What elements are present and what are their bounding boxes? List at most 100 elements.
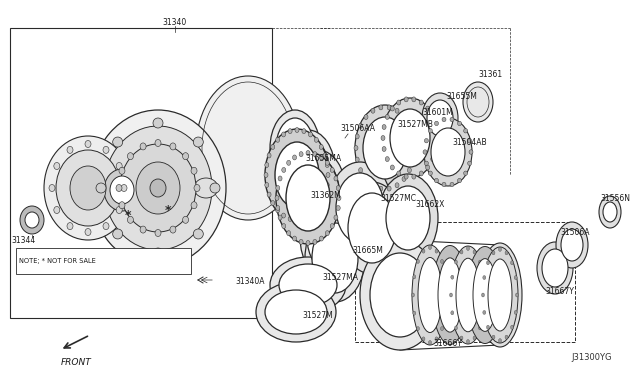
Ellipse shape (299, 239, 303, 244)
Ellipse shape (424, 118, 472, 186)
Ellipse shape (90, 110, 226, 266)
Ellipse shape (435, 121, 438, 126)
Ellipse shape (424, 161, 428, 166)
Ellipse shape (358, 168, 363, 173)
Ellipse shape (150, 179, 166, 197)
Ellipse shape (428, 129, 433, 133)
Ellipse shape (434, 147, 438, 151)
Ellipse shape (328, 162, 392, 254)
Ellipse shape (116, 206, 122, 214)
Ellipse shape (486, 261, 490, 265)
Ellipse shape (599, 196, 621, 228)
Ellipse shape (381, 135, 385, 141)
Ellipse shape (104, 126, 212, 250)
Ellipse shape (412, 174, 416, 179)
Ellipse shape (442, 117, 446, 122)
Ellipse shape (325, 183, 329, 187)
Ellipse shape (460, 250, 463, 254)
Ellipse shape (434, 125, 438, 129)
Ellipse shape (460, 336, 463, 340)
Ellipse shape (483, 293, 486, 297)
Ellipse shape (282, 213, 285, 218)
Ellipse shape (412, 245, 448, 345)
Ellipse shape (440, 259, 444, 263)
Ellipse shape (155, 140, 161, 147)
Ellipse shape (325, 160, 330, 165)
Ellipse shape (56, 150, 120, 226)
Ellipse shape (438, 258, 462, 332)
Ellipse shape (424, 138, 428, 143)
Text: 31666Y: 31666Y (433, 340, 463, 349)
Ellipse shape (428, 171, 433, 176)
Ellipse shape (336, 205, 340, 211)
Ellipse shape (265, 129, 329, 221)
Ellipse shape (486, 325, 490, 329)
Ellipse shape (431, 115, 435, 119)
Ellipse shape (402, 176, 406, 182)
Ellipse shape (267, 153, 271, 158)
Ellipse shape (286, 165, 330, 231)
Ellipse shape (511, 261, 513, 265)
Ellipse shape (463, 171, 468, 176)
Ellipse shape (429, 340, 431, 344)
Ellipse shape (378, 174, 438, 262)
Ellipse shape (265, 183, 269, 187)
Ellipse shape (411, 134, 415, 139)
Bar (355, 222, 575, 342)
Ellipse shape (467, 247, 470, 250)
Ellipse shape (483, 311, 486, 314)
Ellipse shape (278, 176, 282, 181)
Ellipse shape (422, 93, 458, 143)
Ellipse shape (282, 167, 286, 173)
Ellipse shape (348, 193, 396, 263)
Ellipse shape (473, 336, 476, 340)
Ellipse shape (256, 282, 336, 342)
Text: *: * (164, 203, 172, 217)
Ellipse shape (363, 117, 407, 179)
Ellipse shape (404, 174, 408, 179)
Ellipse shape (193, 229, 204, 239)
Text: NOTE; * NOT FOR SALE: NOTE; * NOT FOR SALE (19, 258, 96, 264)
Ellipse shape (542, 249, 568, 287)
Ellipse shape (488, 259, 512, 331)
Ellipse shape (306, 151, 310, 155)
Text: (31589): (31589) (398, 269, 422, 275)
Ellipse shape (281, 130, 335, 210)
Ellipse shape (337, 196, 341, 201)
Text: 31527MB: 31527MB (397, 119, 433, 128)
Ellipse shape (103, 222, 109, 230)
Text: 31527MC: 31527MC (380, 193, 416, 202)
Text: 31344: 31344 (12, 235, 36, 244)
Ellipse shape (382, 147, 386, 151)
Ellipse shape (478, 243, 522, 347)
Ellipse shape (319, 236, 323, 241)
Ellipse shape (264, 173, 268, 177)
Ellipse shape (492, 335, 495, 339)
Ellipse shape (382, 98, 438, 178)
Ellipse shape (292, 236, 296, 241)
Ellipse shape (467, 247, 503, 343)
Ellipse shape (456, 258, 480, 332)
Ellipse shape (325, 231, 330, 236)
Ellipse shape (387, 105, 391, 110)
Text: 31665M: 31665M (353, 246, 383, 254)
Ellipse shape (330, 167, 334, 173)
Text: 31527M: 31527M (303, 311, 333, 321)
Ellipse shape (312, 223, 358, 293)
Ellipse shape (412, 97, 416, 102)
Ellipse shape (408, 168, 412, 173)
Ellipse shape (468, 161, 472, 166)
Ellipse shape (296, 172, 354, 258)
Ellipse shape (267, 192, 271, 197)
Ellipse shape (116, 185, 122, 192)
Ellipse shape (292, 155, 296, 160)
Text: SEC. 315: SEC. 315 (398, 261, 428, 267)
Ellipse shape (287, 231, 291, 236)
Ellipse shape (413, 275, 416, 279)
Ellipse shape (458, 179, 461, 183)
Ellipse shape (454, 326, 458, 330)
Text: 31527MA: 31527MA (322, 273, 358, 282)
Text: 31340: 31340 (163, 17, 187, 26)
Text: 31655MA: 31655MA (305, 154, 341, 163)
Ellipse shape (271, 144, 275, 150)
